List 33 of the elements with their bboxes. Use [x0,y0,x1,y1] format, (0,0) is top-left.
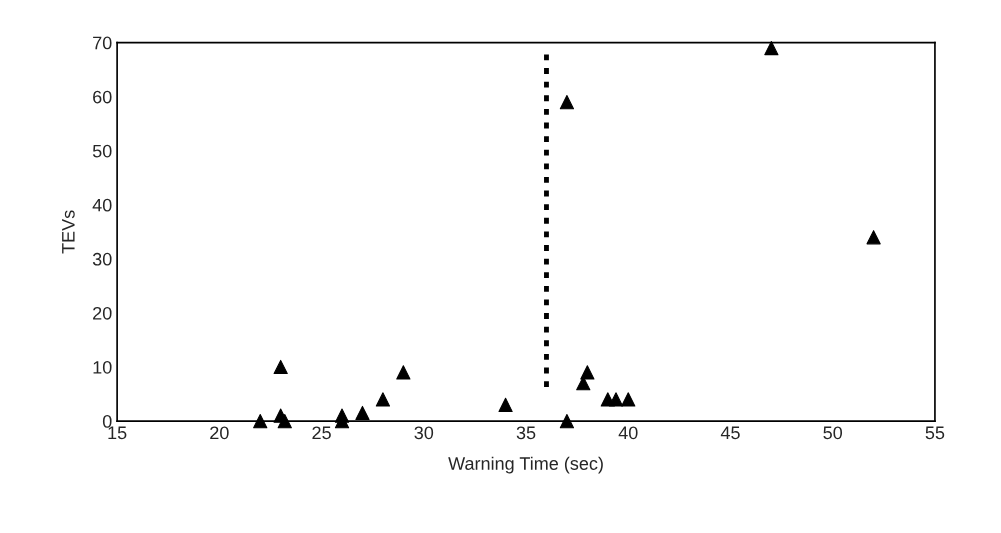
point [277,413,292,429]
x-tick-label: 25 [312,426,331,440]
y-tick-label: 20 [93,306,112,320]
point [498,397,513,412]
point [355,405,370,421]
y-tick-label: 10 [93,360,112,374]
x-tick-label: 20 [210,426,229,440]
point [273,359,288,375]
point [559,94,575,110]
y-tick-label: 60 [93,90,112,104]
y-tick-label: 0 [102,415,112,428]
y-axis-title: TEVs [62,210,75,254]
x-tick-label: 55 [925,426,945,440]
point [580,365,595,380]
point [375,392,391,407]
x-tick-label: 15 [108,426,127,440]
x-tick-label: 30 [414,426,434,440]
x-tick-label: 40 [618,426,638,440]
y-tick-label: 30 [92,252,112,266]
point [621,392,636,407]
y-tick-label: 70 [93,36,112,50]
point [396,365,411,380]
x-axis-title: Warning Time (sec) [448,456,603,474]
point [608,392,624,407]
y-tick-label: 50 [92,144,112,158]
point [559,413,575,429]
x-tick-label: 35 [516,426,536,440]
point [253,413,268,429]
point [764,40,779,56]
x-tick-label: 45 [720,426,740,440]
point [866,230,881,245]
x-tick-label: 50 [823,426,843,440]
y-tick-label: 40 [92,198,112,212]
